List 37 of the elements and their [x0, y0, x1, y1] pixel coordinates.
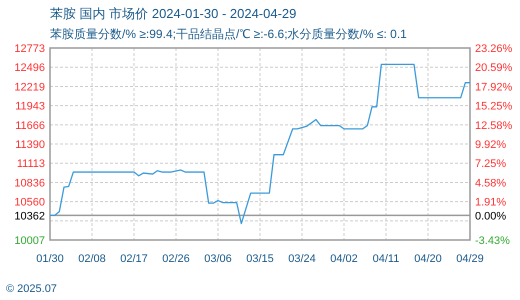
y-tick-label: 10007 — [14, 235, 45, 247]
y2-tick-label: 20.59% — [475, 62, 513, 74]
x-tick-label: 02/08 — [78, 253, 106, 265]
x-tick-label: 02/17 — [120, 253, 148, 265]
chart-title: 苯胺 国内 市场价 2024-01-30 - 2024-04-29 — [50, 6, 296, 21]
y-tick-label: 10560 — [14, 196, 45, 209]
x-tick-label: 01/30 — [36, 253, 64, 265]
chart-subtitle: 苯胺质量分数/% ≥:99.4;干品结晶点/℃ ≥:-6.6;水分质量分数/% ≤: 0.1 — [50, 27, 408, 41]
y-tick-label: 11113 — [16, 158, 45, 170]
x-tick-label: 03/24 — [288, 253, 316, 265]
y-tick-label: 12219 — [14, 81, 45, 94]
x-tick-label: 04/20 — [414, 253, 442, 265]
x-tick-label: 03/06 — [204, 253, 232, 265]
y2-tick-label: 4.58% — [475, 177, 506, 190]
x-tick-label: 04/29 — [456, 253, 484, 265]
y2-tick-label: -3.43% — [475, 235, 510, 247]
y-tick-label: 11390 — [15, 139, 45, 151]
y-tick-label: 11666 — [15, 120, 45, 132]
x-tick-label: 03/15 — [246, 253, 274, 265]
y-tick-label: 12496 — [14, 62, 45, 74]
y2-tick-label: 17.92% — [475, 81, 513, 94]
y2-tick-label: 15.25% — [475, 100, 513, 113]
y2-tick-label: 12.58% — [475, 120, 513, 132]
y2-tick-label: 7.25% — [475, 158, 506, 170]
x-tick-label: 02/26 — [162, 253, 190, 265]
y2-tick-label: 9.92% — [475, 138, 506, 151]
y-tick-label: 11943 — [15, 100, 45, 113]
y-tick-label: 12773 — [14, 43, 45, 55]
y-tick-label: 10836 — [14, 177, 45, 190]
y-tick-label: 10362 — [14, 210, 45, 222]
y2-tick-label: 1.91% — [475, 196, 506, 209]
y2-tick-label: 23.26% — [475, 43, 513, 55]
text: © 2025.07 — [6, 283, 57, 295]
x-tick-label: 04/02 — [330, 253, 358, 265]
y2-tick-label: 0.00% — [475, 210, 506, 222]
line-series — [49, 64, 471, 224]
x-tick-label: 04/11 — [372, 253, 400, 265]
